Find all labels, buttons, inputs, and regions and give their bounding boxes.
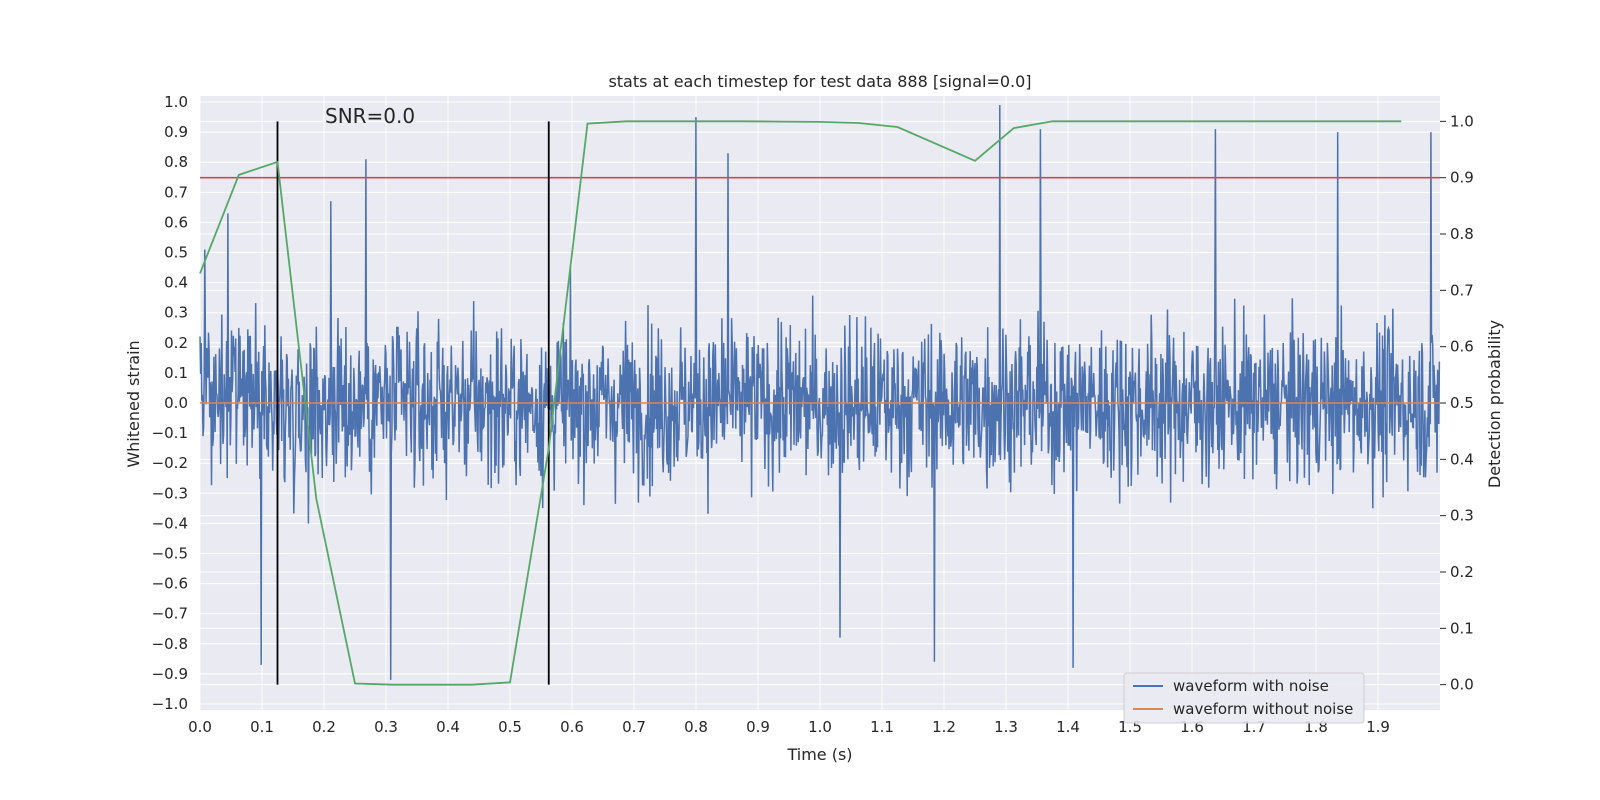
y2-axis-label: Detection probability [1485, 320, 1504, 488]
y-tick-label: −0.1 [152, 424, 188, 442]
y2-tick-label: 0.6 [1450, 338, 1474, 356]
y2-tick-label: 0.5 [1450, 394, 1474, 412]
y2-tick-label: 0.1 [1450, 619, 1474, 637]
series-detection-probability [199, 120, 1402, 686]
y-tick-label: 0.6 [164, 213, 188, 231]
x-tick-label: 0.3 [374, 718, 398, 736]
y2-ticks: 1.0 0.9 0.8 0.7 0.6 0.5 0.4 0.3 0.2 0.1 0.0 [1440, 112, 1474, 694]
x-tick-label: 0.9 [746, 718, 770, 736]
y-tick-label: −0.3 [152, 484, 188, 502]
y-tick-label: 0.9 [164, 123, 188, 141]
y-tick-label: −0.4 [152, 514, 188, 532]
y2-tick-label: 1.0 [1450, 112, 1474, 130]
y-ticks: 1.0 0.9 0.8 0.7 0.6 0.5 0.4 0.3 0.2 0.1 0.0 −0.1 −0.… [152, 93, 188, 713]
y-tick-label: 0.1 [164, 364, 188, 382]
snr-annotation: SNR=0.0 [325, 104, 415, 128]
x-tick-label: 0.4 [436, 718, 460, 736]
x-tick-label: 1.3 [994, 718, 1018, 736]
y2-tick-label: 0.0 [1450, 676, 1474, 694]
x-tick-label: 1.4 [1056, 718, 1080, 736]
x-tick-label: 0.5 [498, 718, 522, 736]
series-layer [199, 120, 1440, 686]
y-tick-label: −0.7 [152, 605, 188, 623]
legend: waveform with noise waveform without noi… [1123, 672, 1365, 724]
y-tick-label: −1.0 [152, 695, 188, 713]
x-tick-label: 0.8 [684, 718, 708, 736]
y2-tick-label: 0.7 [1450, 281, 1474, 299]
x-tick-label: 0.0 [188, 718, 212, 736]
x-tick-label: 1.9 [1366, 718, 1390, 736]
y-tick-label: −0.6 [152, 575, 188, 593]
y2-tick-label: 0.8 [1450, 225, 1474, 243]
x-tick-label: 0.7 [622, 718, 646, 736]
y-tick-label: −0.9 [152, 665, 188, 683]
y-tick-label: −0.5 [152, 544, 188, 562]
y2-tick-label: 0.2 [1450, 563, 1474, 581]
x-tick-label: 0.6 [560, 718, 584, 736]
y2-tick-label: 0.4 [1450, 450, 1474, 468]
y-tick-label: 0.5 [164, 244, 188, 262]
x-tick-label: 1.2 [932, 718, 956, 736]
x-axis-label: Time (s) [786, 745, 852, 764]
x-tick-label: 1.0 [808, 718, 832, 736]
y-tick-label: 0.0 [164, 394, 188, 412]
y-axis-label: Whitened strain [124, 340, 143, 467]
y-tick-label: 0.2 [164, 334, 188, 352]
x-tick-label: 0.2 [312, 718, 336, 736]
y-tick-label: 0.7 [164, 183, 188, 201]
x-tick-label: 1.1 [870, 718, 894, 736]
y-tick-label: 0.3 [164, 304, 188, 322]
y-tick-label: 1.0 [164, 93, 188, 111]
y-tick-label: −0.8 [152, 635, 188, 653]
legend-label-clean: waveform without noise [1173, 700, 1353, 718]
y-tick-label: 0.8 [164, 153, 188, 171]
legend-box [1123, 672, 1365, 724]
chart-title: stats at each timestep for test data 888… [608, 72, 1031, 91]
y2-tick-label: 0.9 [1450, 169, 1474, 187]
y-tick-label: −0.2 [152, 454, 188, 472]
y-tick-label: 0.4 [164, 274, 188, 292]
y2-tick-label: 0.3 [1450, 507, 1474, 525]
x-tick-label: 0.1 [250, 718, 274, 736]
legend-label-noise: waveform with noise [1173, 677, 1329, 695]
